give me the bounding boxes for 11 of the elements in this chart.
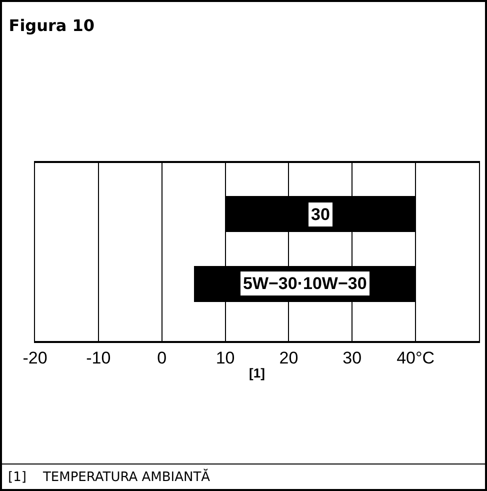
y-tick-label: 5W−30·10W−30 — [243, 274, 367, 293]
x-tick-label: 10 — [216, 348, 235, 368]
x-tick-label: 30 — [342, 348, 362, 368]
chart-title: Figura 10 — [8, 16, 95, 35]
x-tick-label: 20 — [279, 348, 298, 368]
x-tick-label: -10 — [86, 348, 111, 368]
text: [1] TEMPERATURA AMBIANTĂ — [8, 468, 210, 485]
x-tick-label: 0 — [157, 348, 167, 368]
x-tick-label: 40°C — [396, 348, 435, 368]
x-tick-label: -20 — [22, 348, 48, 368]
x-axis-title: [1] — [249, 366, 265, 380]
